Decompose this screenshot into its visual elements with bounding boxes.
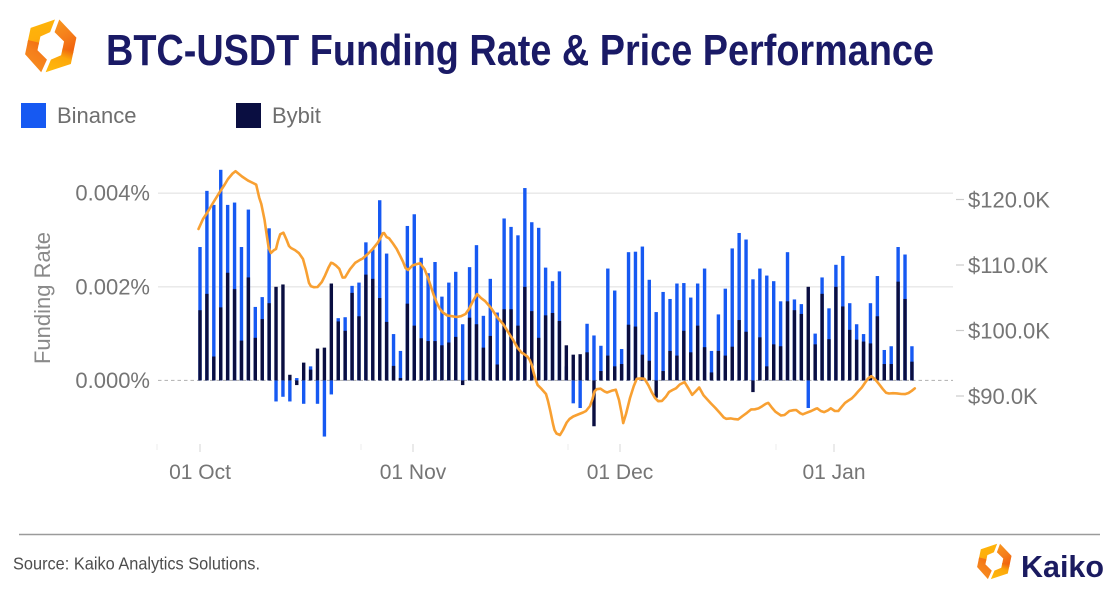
svg-text:0.000%: 0.000% [75, 368, 150, 393]
svg-text:Bybit: Bybit [272, 103, 321, 128]
svg-text:Funding Rate: Funding Rate [30, 232, 55, 364]
svg-text:0.004%: 0.004% [75, 181, 150, 206]
svg-text:01 Jan: 01 Jan [802, 461, 865, 484]
svg-text:01 Dec: 01 Dec [587, 461, 654, 484]
svg-text:01 Nov: 01 Nov [380, 461, 447, 484]
svg-text:$120.0K: $120.0K [968, 188, 1050, 213]
svg-text:Binance: Binance [57, 103, 137, 128]
svg-text:$100.0K: $100.0K [968, 319, 1050, 344]
svg-text:01 Oct: 01 Oct [169, 461, 231, 484]
svg-text:0.002%: 0.002% [75, 274, 150, 299]
svg-text:$110.0K: $110.0K [968, 253, 1049, 278]
svg-text:BTC-USDT Funding Rate & Price: BTC-USDT Funding Rate & Price Performanc… [106, 26, 934, 75]
svg-text:Kaiko: Kaiko [1021, 549, 1104, 584]
svg-text:$90.0K: $90.0K [968, 384, 1038, 409]
svg-text:Source: Kaiko Analytics Soluti: Source: Kaiko Analytics Solutions. [13, 554, 260, 574]
